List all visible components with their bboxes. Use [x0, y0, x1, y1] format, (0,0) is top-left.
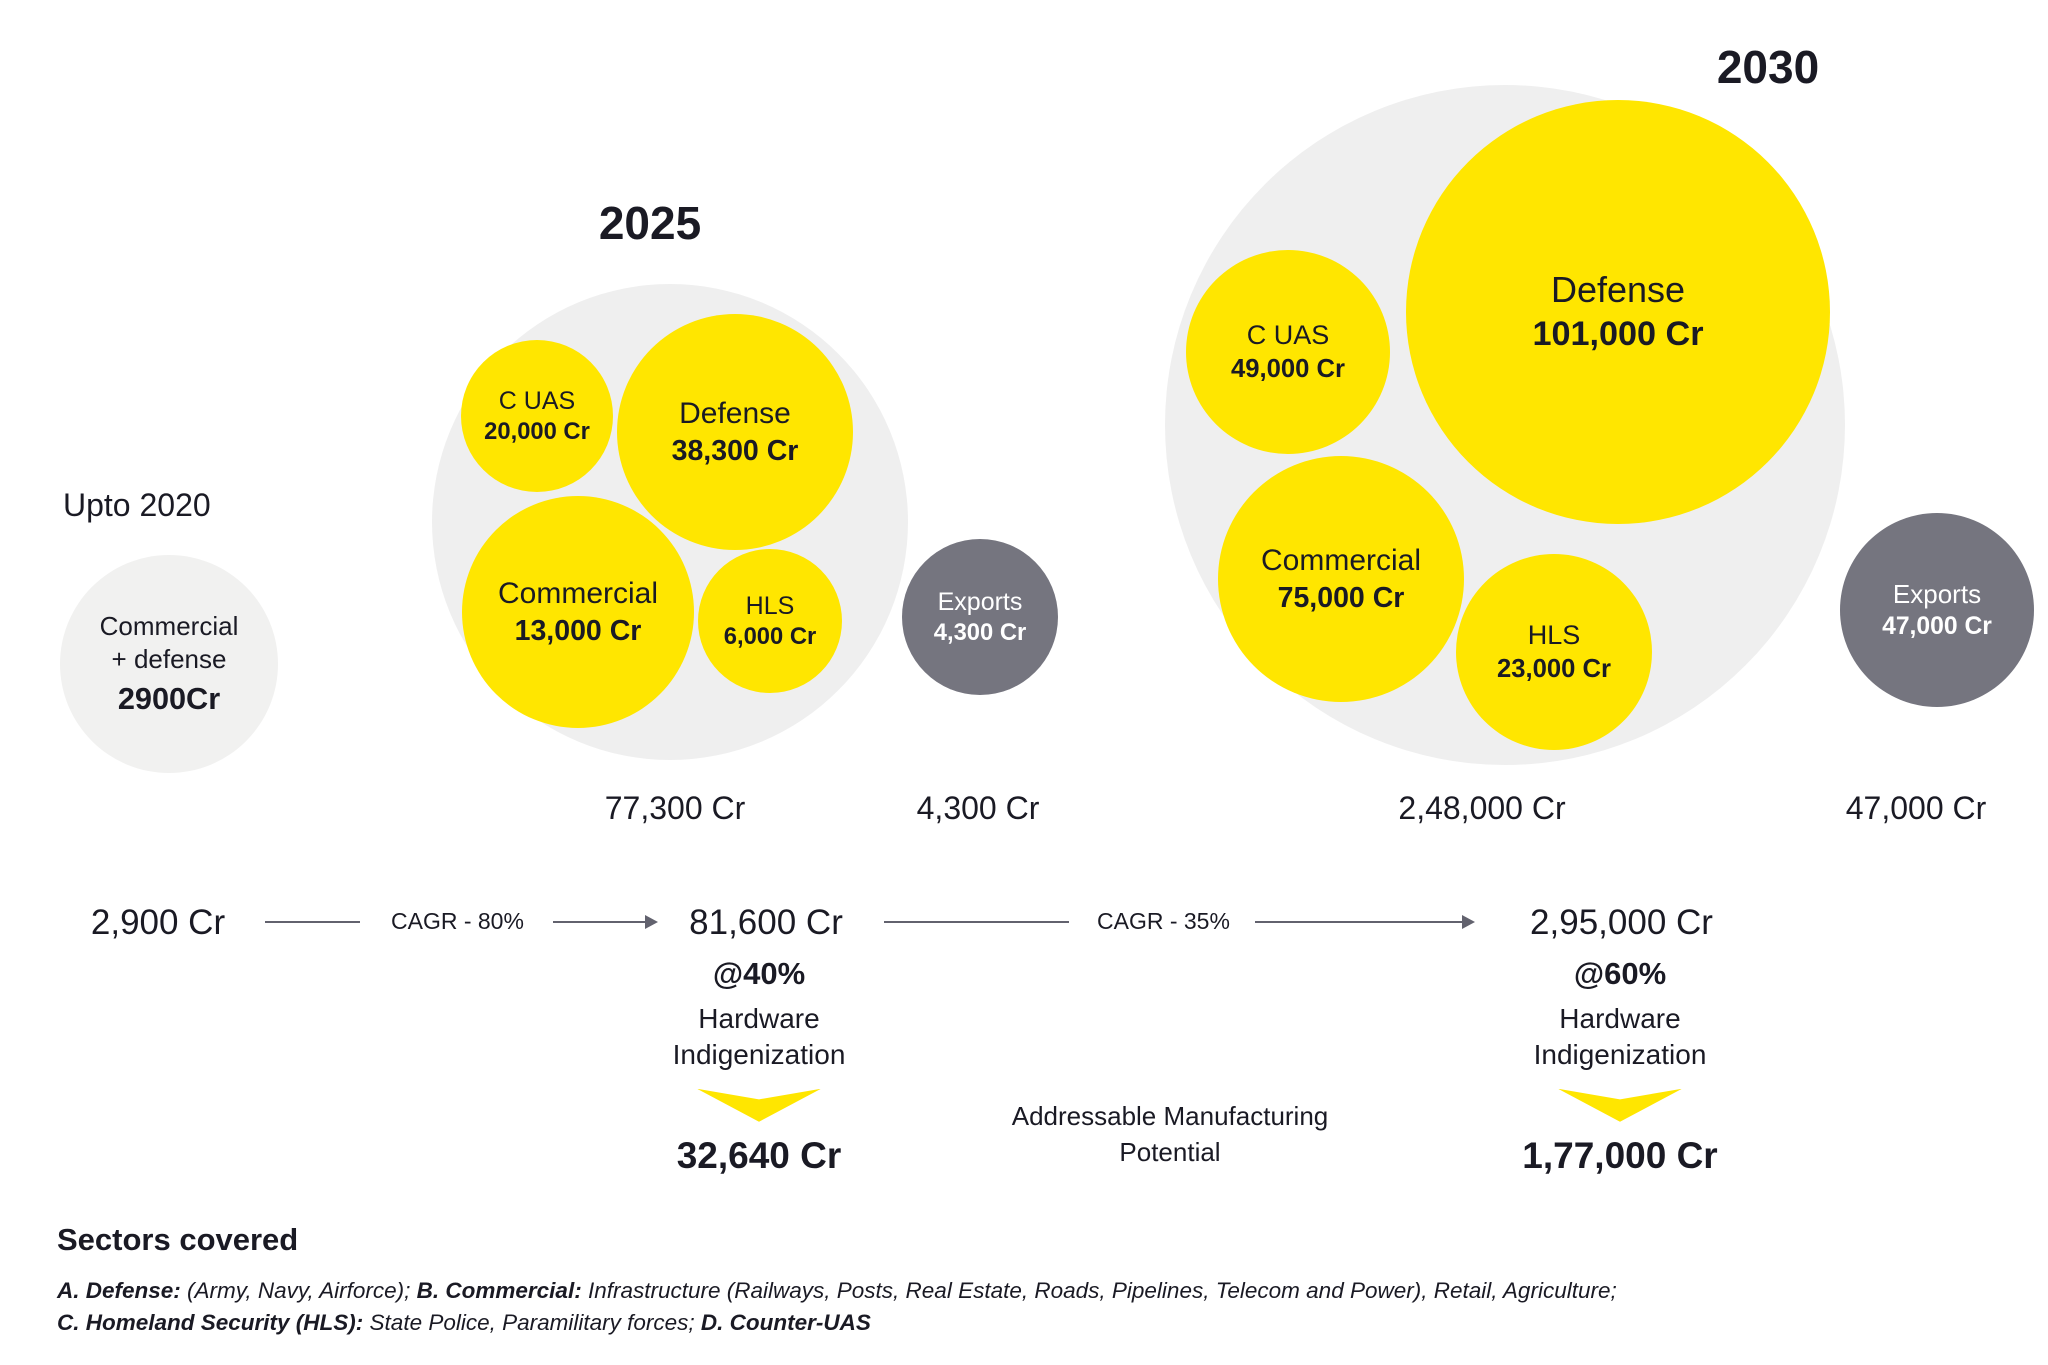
bubble-value: 6,000 Cr — [723, 622, 817, 650]
bubble-name: HLS — [1527, 620, 1581, 651]
sector-segment: State Police, Paramilitary forces; — [369, 1310, 701, 1335]
bubble-name: Exports — [937, 587, 1023, 616]
addressable-manufacturing-label: Addressable Manufacturing Potential — [1000, 1098, 1340, 1171]
bubble-value: 20,000 Cr — [484, 417, 590, 445]
sector-segment: A. Defense: — [57, 1278, 188, 1303]
bubble-name: C UAS — [1246, 320, 1330, 351]
sector-segment: Infrastructure (Railways, Posts, Real Es… — [587, 1278, 1617, 1303]
bubble-name: Commercial — [497, 576, 659, 610]
flow-arrow-1 — [553, 915, 658, 929]
exports-total-2025: 4,300 Cr — [916, 790, 1040, 826]
sectors-line-2: C. Homeland Security (HLS): State Police… — [57, 1310, 871, 1336]
bubble-exports-2025: Exports 4,300 Cr — [902, 539, 1058, 695]
indigenization-2025: @40% Hardware Indigenization 32,640 Cr — [639, 956, 879, 1177]
indigenization-share: @40% — [712, 956, 806, 991]
bubble-value: 101,000 Cr — [1532, 315, 1704, 354]
bubble-name: C UAS — [498, 386, 576, 415]
indigenization-share: @60% — [1573, 956, 1667, 991]
cagr-2-label: CAGR - 35% — [1097, 908, 1230, 934]
sectors-line-1: A. Defense: (Army, Navy, Airforce); B. C… — [57, 1278, 1617, 1304]
bubble-value: 38,300 Cr — [671, 434, 799, 467]
flow-line-1 — [265, 921, 360, 923]
total-2025: 77,300 Cr — [604, 790, 746, 826]
bubble-commercial-2025: Commercial 13,000 Cr — [462, 496, 694, 728]
bubble-value: 2900Cr — [117, 680, 221, 716]
flow-end-value: 2,95,000 Cr — [1530, 903, 1713, 942]
sector-segment: D. Counter-UAS — [700, 1310, 871, 1335]
year-2025-title: 2025 — [598, 197, 702, 249]
bubble-commercial-defense-2020: Commercial + defense 2900Cr — [60, 555, 278, 773]
sector-segment: C. Homeland Security (HLS): — [57, 1310, 370, 1335]
indigenization-desc: Indigenization — [1533, 1039, 1707, 1071]
bubble-name: Commercial — [99, 611, 239, 642]
bubble-exports-2030: Exports 47,000 Cr — [1840, 513, 2034, 707]
bubble-defense-2030: Defense 101,000 Cr — [1406, 100, 1830, 524]
bubble-name: Commercial — [1260, 543, 1422, 577]
amp-line-2: Potential — [1119, 1137, 1221, 1168]
down-arrow-icon — [1558, 1088, 1682, 1122]
flow-mid-value: 81,600 Cr — [689, 903, 843, 942]
bubble-value: 75,000 Cr — [1277, 581, 1405, 614]
bubble-cuas-2030: C UAS 49,000 Cr — [1186, 250, 1390, 454]
sectors-heading: Sectors covered — [57, 1222, 299, 1257]
flow-start-value: 2,900 Cr — [90, 903, 226, 942]
bubble-hls-2025: HLS 6,000 Cr — [698, 549, 842, 693]
bubble-value: 49,000 Cr — [1230, 354, 1346, 383]
cagr-1-label: CAGR - 80% — [391, 908, 524, 934]
amp-line-1: Addressable Manufacturing — [1011, 1101, 1329, 1131]
total-2030: 2,48,000 Cr — [1398, 790, 1566, 826]
year-2030-title: 2030 — [1716, 41, 1820, 93]
bubble-value: 23,000 Cr — [1496, 654, 1612, 683]
upto-2020-heading: Upto 2020 — [63, 487, 211, 523]
bubble-commercial-2030: Commercial 75,000 Cr — [1218, 456, 1464, 702]
bubble-name: Defense — [679, 396, 791, 430]
bubble-name: Defense — [1550, 269, 1686, 311]
bubble-value: 4,300 Cr — [933, 618, 1027, 646]
bubble-name: + defense — [111, 644, 227, 675]
sector-segment: (Army, Navy, Airforce); — [187, 1278, 417, 1303]
flow-line-2 — [884, 921, 1069, 923]
indigenization-2030: @60% Hardware Indigenization 1,77,000 Cr — [1500, 956, 1740, 1177]
bubble-defense-2025: Defense 38,300 Cr — [617, 314, 853, 550]
indigenization-value: 1,77,000 Cr — [1522, 1134, 1718, 1176]
indigenization-desc: Hardware — [1559, 1003, 1681, 1034]
indigenization-desc: Indigenization — [672, 1039, 846, 1071]
indigenization-value: 32,640 Cr — [676, 1134, 842, 1176]
bubble-hls-2030: HLS 23,000 Cr — [1456, 554, 1652, 750]
bubble-name: HLS — [745, 591, 795, 620]
indigenization-desc: Hardware — [698, 1003, 820, 1034]
exports-total-2030: 47,000 Cr — [1845, 790, 1987, 826]
bubble-name: Exports — [1892, 578, 1982, 609]
sector-segment: B. Commercial: — [416, 1278, 588, 1303]
bubble-cuas-2025: C UAS 20,000 Cr — [461, 340, 613, 492]
flow-arrow-2 — [1255, 915, 1475, 929]
bubble-value: 13,000 Cr — [514, 614, 642, 647]
bubble-value: 47,000 Cr — [1882, 612, 1992, 640]
down-arrow-icon — [697, 1088, 821, 1122]
